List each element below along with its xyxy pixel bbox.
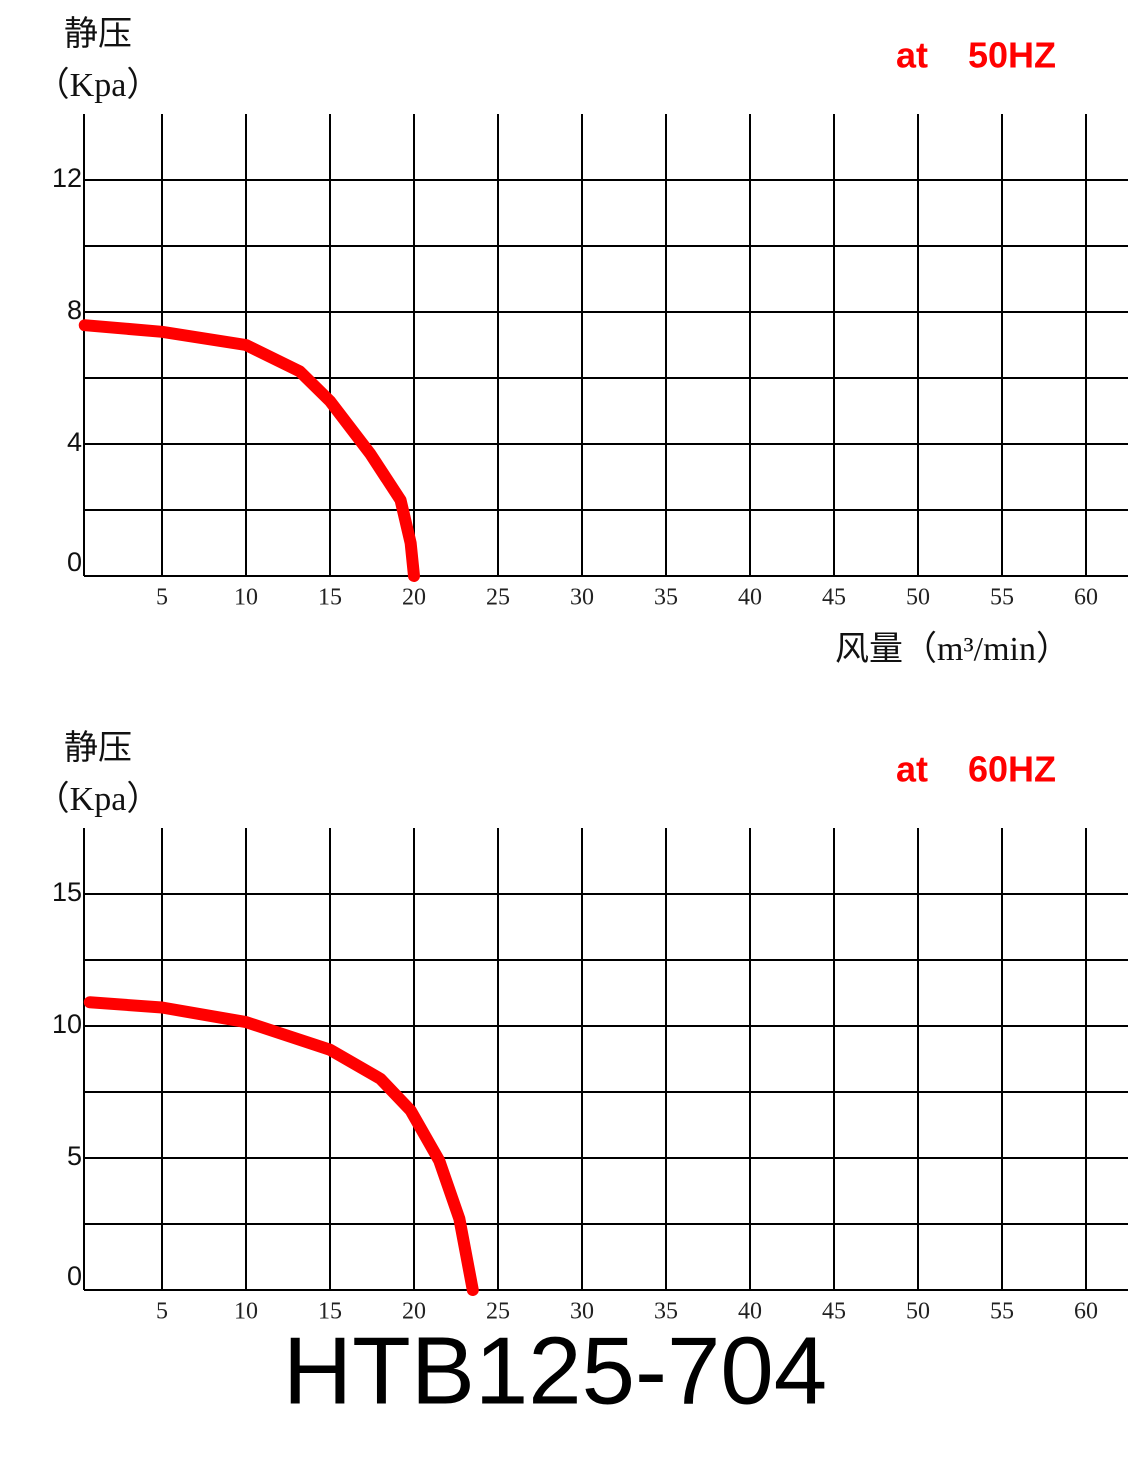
x-tick-label: 15 [318, 585, 342, 611]
y-tick-label: 8 [67, 295, 82, 325]
y-tick-label: 12 [52, 163, 82, 193]
x-tick-label: 55 [990, 1299, 1014, 1325]
y-tick-label: 5 [67, 1141, 82, 1171]
x-tick-label: 60 [1074, 1299, 1098, 1325]
y-tick-label: 10 [52, 1009, 82, 1039]
chart-title: at 50HZ [896, 35, 1056, 76]
x-tick-label: 35 [654, 1299, 678, 1325]
x-tick-label: 5 [156, 585, 168, 611]
y-axis-label: 静压 [64, 15, 132, 53]
x-axis-label: 风量（m³/min） [835, 630, 1070, 668]
x-tick-label: 60 [1074, 585, 1098, 611]
x-tick-label: 40 [738, 585, 762, 611]
x-tick-label: 30 [570, 1299, 594, 1325]
y-axis-unit: （Kpa） [36, 66, 161, 104]
x-tick-label: 25 [486, 585, 510, 611]
x-tick-label: 5 [156, 1299, 168, 1325]
x-tick-label: 40 [738, 1299, 762, 1325]
x-tick-label: 10 [234, 585, 258, 611]
x-tick-label: 50 [906, 1299, 930, 1325]
x-tick-label: 10 [234, 1299, 258, 1325]
x-tick-label: 15 [318, 1299, 342, 1325]
x-tick-label: 20 [402, 1299, 426, 1325]
y-tick-label: 4 [67, 427, 82, 457]
y-axis-label: 静压 [64, 729, 132, 767]
curve [83, 996, 479, 1296]
x-tick-label: 45 [822, 1299, 846, 1325]
x-tick-label: 50 [906, 585, 930, 611]
model-caption: HTB125-704 [283, 1317, 827, 1424]
y-tick-label: 15 [52, 877, 82, 907]
x-tick-label: 55 [990, 585, 1014, 611]
x-tick-label: 20 [402, 585, 426, 611]
x-tick-label: 45 [822, 585, 846, 611]
y-tick-label: 0 [67, 547, 82, 577]
y-tick-label: 0 [67, 1261, 82, 1291]
x-tick-label: 35 [654, 585, 678, 611]
chart-title: at 60HZ [896, 749, 1056, 790]
y-axis-unit: （Kpa） [36, 780, 161, 818]
x-tick-label: 30 [570, 585, 594, 611]
x-tick-label: 25 [486, 1299, 510, 1325]
curve [78, 319, 420, 582]
